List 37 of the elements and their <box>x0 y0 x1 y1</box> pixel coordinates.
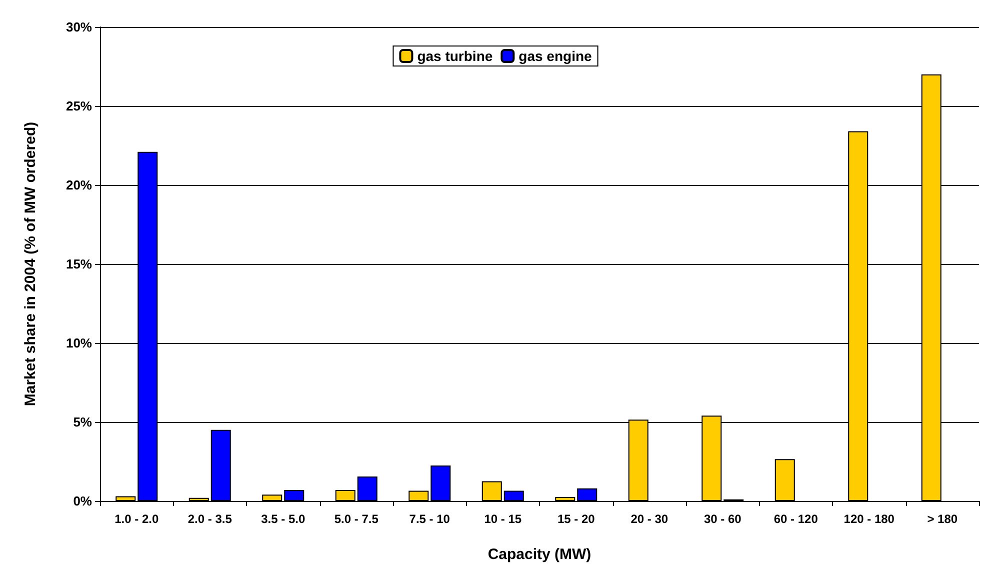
x-tick-label: 60 - 120 <box>774 512 818 526</box>
x-tick-label: 7.5 - 10 <box>409 512 450 526</box>
legend-label: gas engine <box>518 48 592 64</box>
bar <box>408 490 429 501</box>
bar <box>430 465 451 501</box>
bar <box>335 490 356 501</box>
x-tick-label: 5.0 - 7.5 <box>334 512 379 526</box>
x-tick-label: 3.5 - 5.0 <box>261 512 306 526</box>
x-tick-label: 1.0 - 2.0 <box>114 512 159 526</box>
bar <box>482 481 502 501</box>
x-tick-label: 30 - 60 <box>704 512 742 526</box>
bar <box>504 490 524 501</box>
x-tick-label: > 180 <box>927 512 958 526</box>
y-tick-label: 30% <box>66 20 92 34</box>
legend-label: gas turbine <box>417 48 493 64</box>
bar <box>116 496 136 501</box>
x-tick-label: 10 - 15 <box>484 512 522 526</box>
x-tick-label: 15 - 20 <box>557 512 596 526</box>
bar <box>188 498 209 501</box>
bar <box>262 494 282 501</box>
bar <box>577 488 598 501</box>
y-axis-title: Market share in 2004 (% of MW ordered) <box>22 122 39 406</box>
x-tick-label: 120 - 180 <box>844 512 895 526</box>
y-tick-label: 10% <box>66 336 92 350</box>
bar <box>357 476 378 501</box>
bar <box>210 430 231 501</box>
bar <box>555 497 576 501</box>
y-tick-label: 5% <box>73 414 92 430</box>
bar <box>284 490 304 501</box>
x-tick-label: 20 - 30 <box>630 512 668 526</box>
y-tick-label: 25% <box>66 98 92 114</box>
y-tick-label: 20% <box>66 178 92 192</box>
x-tick-label: 2.0 - 3.5 <box>188 512 232 526</box>
bar <box>774 459 795 501</box>
y-tick-label: 15% <box>66 256 92 272</box>
x-axis-title: Capacity (MW) <box>488 546 592 563</box>
y-tick-label: 0% <box>73 494 92 508</box>
